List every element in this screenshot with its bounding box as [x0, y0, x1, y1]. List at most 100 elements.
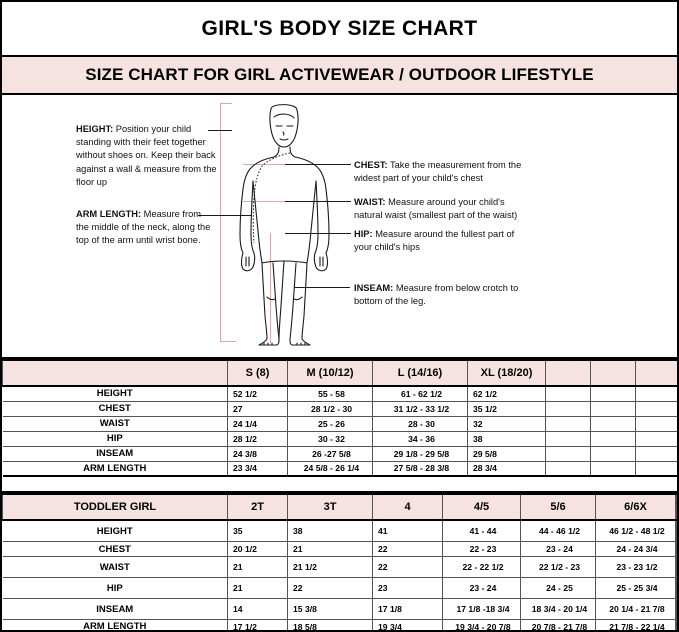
callout-height: HEIGHT: Position your child standing wit… [76, 123, 226, 189]
toddler-cell: 22 [372, 556, 443, 578]
toddler-cell: 23 [675, 619, 677, 630]
callout-hip-label: HIP: [354, 229, 373, 239]
girls-row: WAIST 24 1/4 25 - 26 28 - 30 32 [2, 415, 677, 432]
toddler-cell: 23 - 24 [442, 577, 521, 599]
callout-height-label: HEIGHT: [76, 124, 114, 134]
girls-cell: 29 5/8 [467, 445, 546, 462]
toddler-cell: 23 1/8 [675, 598, 677, 620]
toddler-cell: 22 1/2 - 23 [520, 556, 596, 578]
girls-row: CHEST 27 28 1/2 - 30 31 1/2 - 33 1/2 35 1/2 [2, 400, 677, 417]
toddler-row-label: HIP [2, 577, 228, 599]
measurement-diagram: HEIGHT: Position your child standing wit… [2, 95, 677, 359]
girls-cell [590, 415, 636, 432]
toddler-row-label: INSEAM [2, 598, 228, 620]
callout-chest-label: CHEST: [354, 160, 388, 170]
callout-hip: HIP: Measure around the fullest part of … [354, 228, 529, 254]
girls-cell [635, 400, 677, 417]
arm-length-leader-line [198, 215, 252, 216]
girls-cell: 27 [227, 400, 288, 417]
toddler-row: INSEAM 14 15 3/8 17 1/8 17 1/8 -18 3/4 18 3/4… [2, 598, 678, 620]
girls-col-header-2: L (14/16) [372, 359, 468, 387]
girls-cell: 28 3/4 [467, 460, 546, 477]
toddler-size-table-wrap: TODDLER GIRL2T3T44/55/66/6X7HEIGHT353841… [2, 493, 678, 630]
toddler-cell: 20 7/8 - 21 7/8 [520, 619, 596, 630]
girls-cell [545, 385, 591, 402]
callout-arm-length: ARM LENGTH: Measure from the middle of t… [76, 208, 216, 248]
girls-col-header-1: M (10/12) [287, 359, 373, 387]
toddler-cell: 25 - 25 3/4 [595, 577, 676, 599]
page-title: GIRL'S BODY SIZE CHART [201, 16, 478, 40]
girls-row-label: HIP [2, 430, 228, 447]
girls-cell [590, 385, 636, 402]
toddler-cell: 23 - 23 1/2 [595, 556, 676, 578]
girls-cell [635, 445, 677, 462]
toddler-row: HEIGHT 35 38 41 41 - 44 44 - 46 1/2 46 1/2 - 4… [2, 519, 678, 542]
girls-cell [635, 430, 677, 447]
toddler-cell: 41 - 44 [442, 519, 521, 542]
toddler-cell: 22 [372, 541, 443, 557]
toddler-cell: 46 1/2 - 48 1/2 [595, 519, 676, 542]
callout-chest-text: Take the measurement from the widest par… [354, 160, 522, 184]
toddler-corner-label: TODDLER GIRL [2, 493, 228, 521]
girls-cell: 38 [467, 430, 546, 447]
callout-inseam-text: Measure from below crotch to bottom of t… [354, 283, 519, 307]
toddler-row-label: WAIST [2, 556, 228, 578]
girls-cell: 28 1/2 - 30 [287, 400, 373, 417]
girls-cell [590, 445, 636, 462]
girls-cell: 32 [467, 415, 546, 432]
girls-cell [590, 430, 636, 447]
toddler-cell: 19 3/4 - 20 7/8 [442, 619, 521, 630]
callout-arm-length-text: Measure from the middle of the neck, alo… [76, 209, 211, 246]
toddler-cell: 26 [675, 541, 677, 557]
callout-chest: CHEST: Take the measurement from the wid… [354, 159, 534, 185]
girls-col-header-6 [635, 359, 677, 387]
toddler-col-header-4: 5/6 [520, 493, 596, 521]
toddler-cell: 17 1/8 -18 3/4 [442, 598, 521, 620]
height-guide-line [220, 103, 221, 342]
toddler-cell: 24 - 25 [520, 577, 596, 599]
page-subtitle: SIZE CHART FOR GIRL ACTIVEWEAR / OUTDOOR… [85, 65, 594, 84]
callout-inseam-label: INSEAM: [354, 283, 394, 293]
toddler-cell: 17 1/2 [227, 619, 288, 630]
toddler-cell: 14 [227, 598, 288, 620]
girls-cell: 52 1/2 [227, 385, 288, 402]
callout-inseam: INSEAM: Measure from below crotch to bot… [354, 282, 534, 308]
toddler-cell: 21 [227, 556, 288, 578]
waist-guide-line [243, 201, 299, 202]
girls-cell: 24 3/8 [227, 445, 288, 462]
toddler-cell: 21 7/8 - 22 1/4 [595, 619, 676, 630]
girls-cell: 27 5/8 - 28 3/8 [372, 460, 468, 477]
toddler-cell: 20 1/2 [227, 541, 288, 557]
girls-cell [545, 460, 591, 477]
toddler-cell: 22 [287, 577, 373, 599]
waist-leader-line [285, 201, 351, 202]
girls-cell: 26 -27 5/8 [287, 445, 373, 462]
arm-length-dotted-path [252, 152, 291, 244]
girls-cell: 29 1/8 - 29 5/8 [372, 445, 468, 462]
girls-cell: 62 1/2 [467, 385, 546, 402]
toddler-cell: 50 1/2 [675, 519, 677, 542]
toddler-col-header-3: 4/5 [442, 493, 521, 521]
chart-subtitle-band: SIZE CHART FOR GIRL ACTIVEWEAR / OUTDOOR… [2, 57, 677, 95]
girls-cell: 28 - 30 [372, 415, 468, 432]
girls-col-header-4 [545, 359, 591, 387]
girls-cell [545, 415, 591, 432]
girls-header-row: S (8) M (10/12) L (14/16) XL (18/20) [2, 359, 677, 387]
girls-row-label: ARM LENGTH [2, 460, 228, 477]
toddler-row-label: CHEST [2, 541, 228, 557]
girls-cell: 24 1/4 [227, 415, 288, 432]
inseam-guide-line [270, 233, 271, 343]
girls-cell [545, 400, 591, 417]
girls-row-label: HEIGHT [2, 385, 228, 402]
toddler-cell: 21 [287, 541, 373, 557]
callout-waist: WAIST: Measure around your child's natur… [354, 196, 534, 222]
girls-cell: 61 - 62 1/2 [372, 385, 468, 402]
chest-guide-line [243, 164, 299, 165]
chest-leader-line [285, 164, 351, 165]
toddler-row-label: ARM LENGTH [2, 619, 228, 630]
girls-cell [635, 385, 677, 402]
callout-waist-text: Measure around your child's natural wais… [354, 197, 518, 221]
girls-cell: 35 1/2 [467, 400, 546, 417]
